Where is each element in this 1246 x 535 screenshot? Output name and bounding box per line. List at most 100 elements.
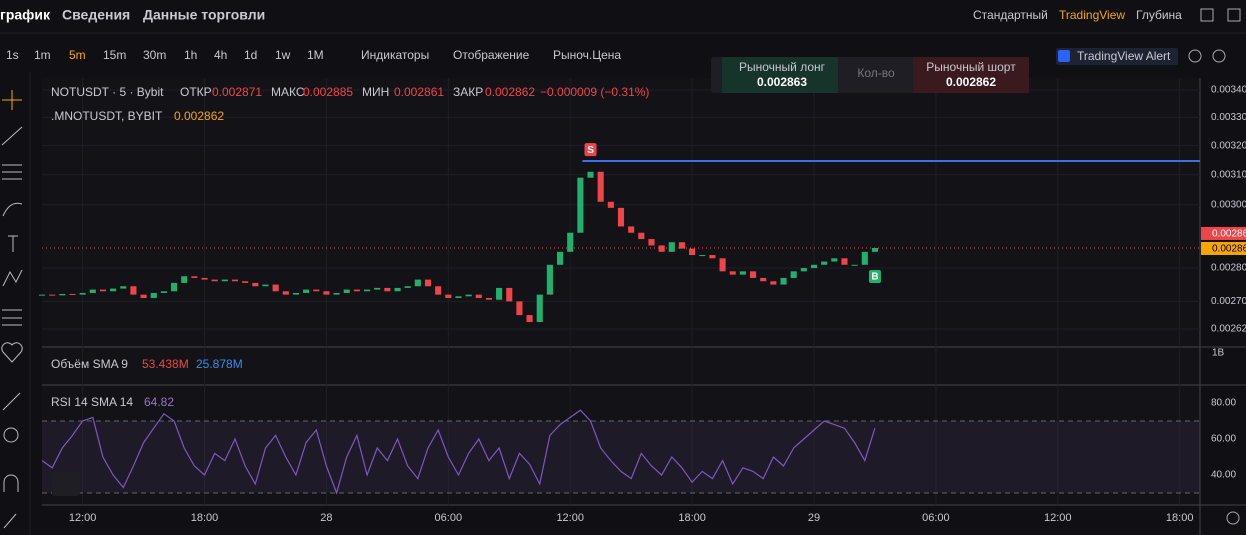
candle — [780, 277, 787, 285]
candle — [445, 294, 452, 299]
interval[interactable]: 1w — [275, 48, 291, 62]
x-tick-label: 06:00 — [922, 512, 950, 524]
settings-icon[interactable] — [1212, 49, 1226, 63]
candle — [516, 301, 523, 316]
candle — [211, 279, 218, 282]
rsi-tick-label: 80.00 — [1211, 398, 1236, 409]
x-tick-label: 29 — [808, 512, 820, 524]
alert-button[interactable] — [1056, 48, 1178, 65]
view-mode[interactable]: TradingView — [1059, 8, 1125, 22]
candle — [353, 289, 360, 292]
candle — [750, 271, 757, 278]
candle — [770, 281, 777, 285]
volume-value: 53.438M — [142, 357, 189, 371]
interval[interactable]: 15m — [103, 48, 126, 62]
alert-label[interactable]: TradingView Alert — [1077, 49, 1171, 63]
x-tick-label: 18:00 — [1166, 512, 1194, 524]
candle — [292, 292, 299, 295]
candle — [699, 255, 706, 257]
interval[interactable]: 1h — [184, 48, 197, 62]
candle — [557, 251, 564, 265]
ohlc-value: 0.002862 — [485, 85, 535, 99]
short-label[interactable]: Рыночный шорт — [926, 60, 1016, 74]
volume-sma: 25.878M — [196, 357, 243, 371]
x-tick-label: 28 — [320, 512, 332, 524]
interval[interactable]: 4h — [214, 48, 227, 62]
interval[interactable]: 1s — [6, 48, 19, 62]
candle — [475, 294, 482, 299]
interval[interactable]: 1M — [307, 48, 324, 62]
interval[interactable]: 1m — [34, 48, 51, 62]
fullscreen-icon[interactable] — [1227, 8, 1241, 22]
qty[interactable]: Кол-во — [857, 66, 895, 80]
candle — [841, 258, 848, 265]
ohlc-label: МИН — [362, 85, 389, 99]
candle — [160, 291, 167, 293]
candle — [181, 276, 188, 283]
candle — [729, 271, 736, 275]
tab[interactable]: Сведения — [62, 7, 130, 23]
ohlc-label: МАКС — [271, 85, 305, 99]
plot-area — [42, 78, 1200, 505]
short-price[interactable]: 0.002862 — [946, 75, 996, 89]
candle — [678, 242, 685, 249]
interval[interactable]: 5m — [69, 48, 86, 62]
menu[interactable]: Отображение — [453, 48, 530, 62]
y-tick-label: 0.00262 — [1211, 324, 1246, 335]
candle — [617, 207, 625, 227]
candle — [496, 287, 503, 300]
alert-icon — [1058, 50, 1070, 62]
rsi-tick-label: 40.00 — [1211, 470, 1236, 481]
candle — [435, 286, 442, 295]
candle — [455, 296, 462, 299]
x-tick-label: 06:00 — [435, 512, 463, 524]
candle — [404, 286, 411, 288]
tv-logo — [52, 472, 80, 496]
candle — [79, 292, 86, 295]
price-tag-bg — [1201, 226, 1246, 240]
rsi-value: 64.82 — [144, 395, 174, 409]
x-tick-label: 12:00 — [1044, 512, 1072, 524]
candle — [760, 277, 767, 282]
candle — [120, 286, 127, 289]
interval[interactable]: 1d — [244, 48, 257, 62]
candle — [689, 248, 696, 256]
long-label[interactable]: Рыночный лонг — [739, 60, 826, 74]
view-mode[interactable]: Глубина — [1136, 8, 1182, 22]
candle — [821, 261, 828, 265]
tab[interactable]: Данные торговли — [143, 7, 265, 23]
y-tick-label: 0.00300 — [1211, 199, 1246, 210]
candle — [282, 291, 289, 295]
view-mode[interactable]: Стандартный — [973, 8, 1048, 22]
layout-icon[interactable] — [1200, 8, 1214, 22]
tab[interactable]: график — [0, 7, 51, 23]
candle — [648, 239, 655, 246]
candle — [384, 287, 391, 292]
long-button[interactable] — [722, 57, 838, 93]
short-button[interactable] — [913, 57, 1029, 93]
candle — [38, 294, 46, 296]
settings-icon[interactable] — [1226, 511, 1240, 525]
candle — [221, 279, 228, 282]
candle — [191, 276, 198, 278]
x-tick-label: 12:00 — [69, 512, 97, 524]
interval[interactable]: 30m — [143, 48, 166, 62]
candle — [658, 245, 665, 252]
candle — [506, 287, 513, 302]
change: −0.000009 (−0.31%) — [540, 85, 649, 99]
menu[interactable]: Индикаторы — [361, 48, 429, 62]
candle — [424, 279, 432, 287]
candle — [272, 284, 279, 292]
menu[interactable]: Рыноч.Цена — [553, 48, 621, 62]
candle — [252, 282, 259, 287]
long-price[interactable]: 0.002863 — [757, 75, 807, 89]
candle — [364, 289, 371, 292]
candle — [323, 291, 330, 295]
candle — [49, 294, 56, 296]
rsi-title: RSI 14 SMA 14 — [51, 395, 133, 409]
candle — [414, 279, 421, 287]
signal-marker — [868, 270, 881, 284]
camera-icon[interactable] — [1188, 49, 1202, 63]
candle — [810, 264, 818, 269]
